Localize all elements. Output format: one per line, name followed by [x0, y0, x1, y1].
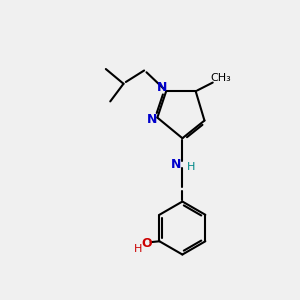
- Text: N: N: [171, 158, 181, 171]
- Text: N: N: [157, 81, 168, 94]
- Text: CH₃: CH₃: [210, 74, 231, 83]
- Text: H: H: [186, 162, 195, 172]
- Text: O: O: [141, 237, 152, 250]
- Text: N: N: [147, 113, 157, 127]
- Text: H: H: [134, 244, 142, 254]
